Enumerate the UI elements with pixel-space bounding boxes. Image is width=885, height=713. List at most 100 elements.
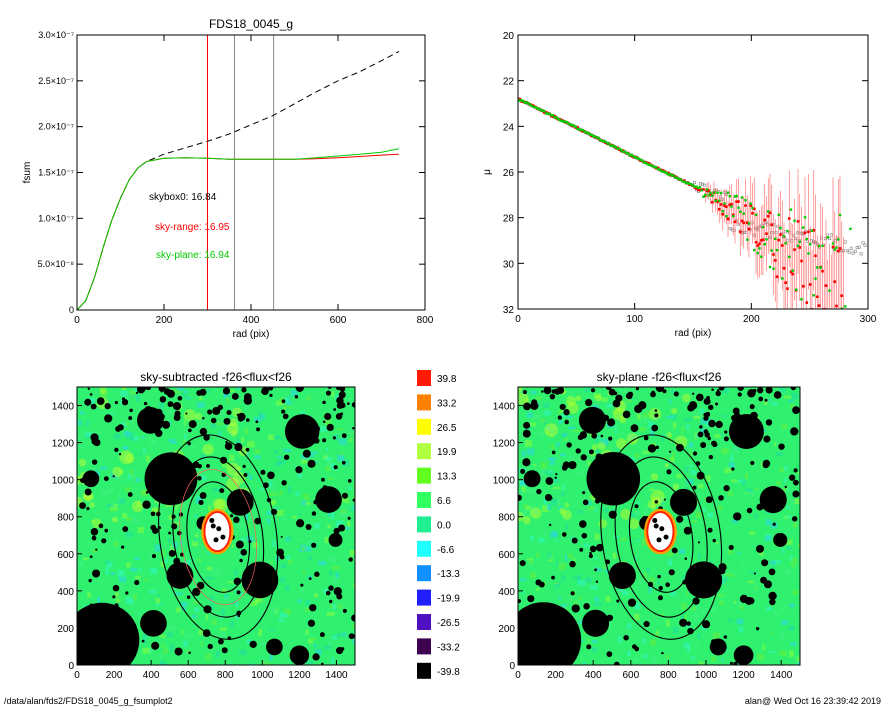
sky-plane-noise: [738, 626, 744, 633]
sky-subtracted-noise: [130, 567, 138, 572]
sky-subtracted-noise: [201, 641, 204, 647]
sky-plane-noise: [530, 390, 537, 395]
sky-subtracted-noise: [220, 627, 227, 632]
sky-subtracted-noise: [205, 614, 208, 620]
mu-point-skyplane: [723, 202, 726, 205]
mu-point-skyrange: [803, 231, 807, 235]
sky-plane-noise: [799, 468, 800, 472]
mu-point-skyrange: [784, 281, 788, 284]
mu-point-skyplane: [802, 226, 805, 229]
sky-plane-mask-small: [620, 496, 626, 502]
sky-plane-noise: [792, 522, 798, 529]
sky-plane-noise: [774, 442, 777, 447]
sky-subtracted-tint: [122, 387, 127, 390]
sky-subtracted-noise: [175, 607, 182, 613]
mu-point-skyplane: [618, 147, 621, 150]
sky-plane-mask-small: [732, 407, 740, 415]
sky-plane-noise: [665, 654, 670, 659]
sky-plane-noise: [672, 451, 675, 459]
sky-subtracted-noise: [106, 503, 113, 508]
sky-subtracted-noise: [258, 411, 263, 419]
sky-subtracted-noise: [163, 647, 168, 655]
sky-subtracted-noise: [125, 517, 132, 521]
sky-plane-mask-small: [703, 415, 709, 421]
sky-subtracted-noise: [106, 561, 113, 567]
sky-subtracted-noise: [255, 597, 263, 603]
colorbar-swatch-7: [417, 540, 431, 557]
sky-subtracted-noise: [160, 662, 169, 665]
sky-plane-noise: [796, 662, 800, 665]
sky-subtracted-mask-small: [224, 388, 228, 391]
mu-point-skyplane: [725, 215, 728, 218]
fsum-series-2: [77, 148, 400, 310]
sky-subtracted-noise: [235, 601, 239, 608]
colorbar-label-2: 26.5: [437, 423, 457, 434]
sky-subtracted-noise: [218, 409, 225, 416]
sky-subtracted-noise: [107, 412, 115, 415]
sky-subtracted-noise: [259, 414, 266, 420]
mu-point-skyplane: [837, 238, 840, 241]
sky-plane-noise: [524, 439, 532, 447]
sky-plane-mask-small: [730, 661, 733, 665]
sky-plane-mask-small: [737, 392, 742, 397]
sky-subtracted-noise: [167, 664, 174, 665]
sky-subtracted-mask-small: [149, 415, 155, 421]
sky-subtracted-noise: [279, 612, 288, 618]
sky-plane-noise: [564, 502, 570, 508]
sky-subtracted-mask-small: [80, 477, 86, 484]
sky-plane-mask-small: [737, 387, 744, 391]
sky-plane-noise: [779, 467, 786, 473]
mu-point-skyplane: [557, 117, 560, 121]
sky-subtracted-mask-small: [295, 466, 303, 474]
mu-point-skyplane: [574, 125, 577, 129]
sky-subtracted-mask-small: [245, 447, 250, 452]
sky-plane-noise: [706, 474, 711, 482]
sky-subtracted-noise: [227, 581, 234, 584]
sky-plane-tint: [671, 407, 678, 415]
sky-plane-mask-small: [581, 431, 585, 435]
sky-plane-mask-small: [666, 469, 672, 475]
mu-point-skyplane: [742, 212, 745, 215]
mu-point-skyplane: [712, 191, 716, 194]
sky-plane-noise: [706, 417, 711, 423]
mu-point-skyplane: [679, 178, 682, 181]
footer-path: /data/alan/fds2/FDS18_0045_g_fsumplot2: [4, 696, 173, 706]
sky-plane-noise: [618, 586, 624, 592]
sky-subtracted-noise: [280, 564, 286, 569]
sky-plane-mask-small: [686, 621, 691, 626]
sky-subtracted-noise: [246, 536, 254, 542]
sky-plane-mask-small: [575, 448, 581, 454]
mu-point-skyrange: [821, 269, 824, 273]
sky-plane-noise: [691, 656, 695, 660]
sky-plane-noise: [695, 412, 703, 418]
sky-subtracted-noise: [272, 540, 276, 547]
sky-subtracted-noise: [132, 516, 139, 523]
sky-subtracted-noise: [279, 490, 283, 495]
mu-point-skyplane: [525, 101, 528, 104]
sky-subtracted-noise: [149, 440, 158, 445]
colorbar-label-4: 13.3: [437, 472, 457, 483]
fsum-series-0: [77, 51, 400, 310]
sky-plane-noise: [648, 587, 652, 593]
sky-plane-noise: [786, 539, 793, 545]
sky-plane-mask-small: [596, 408, 603, 415]
sky-subtracted-mask-small: [145, 491, 149, 494]
sky-plane-mask-small: [566, 442, 572, 448]
sky-plane-noise: [728, 549, 733, 555]
sky-subtracted-noise: [285, 555, 291, 560]
sky-subtracted-noise: [124, 487, 132, 492]
sky-plane-noise: [583, 631, 587, 635]
mu-point-skyrange: [768, 211, 772, 215]
sky-subtracted-noise: [287, 486, 292, 493]
sky-subtracted-mask-small: [240, 549, 248, 556]
sky-plane-noise: [781, 424, 788, 430]
sky-subtracted-noise: [276, 455, 283, 459]
mu-point-skyplane: [795, 288, 798, 291]
sky-plane-tint: [598, 519, 608, 528]
sky-subtracted-noise: [244, 427, 249, 435]
mu-point-skyplane: [620, 149, 623, 152]
sky-plane-mask-small: [522, 560, 525, 564]
sky-plane-mask-small: [518, 494, 522, 501]
mu-point-skyplane: [553, 116, 556, 119]
mu-point-skyplane: [537, 107, 541, 111]
